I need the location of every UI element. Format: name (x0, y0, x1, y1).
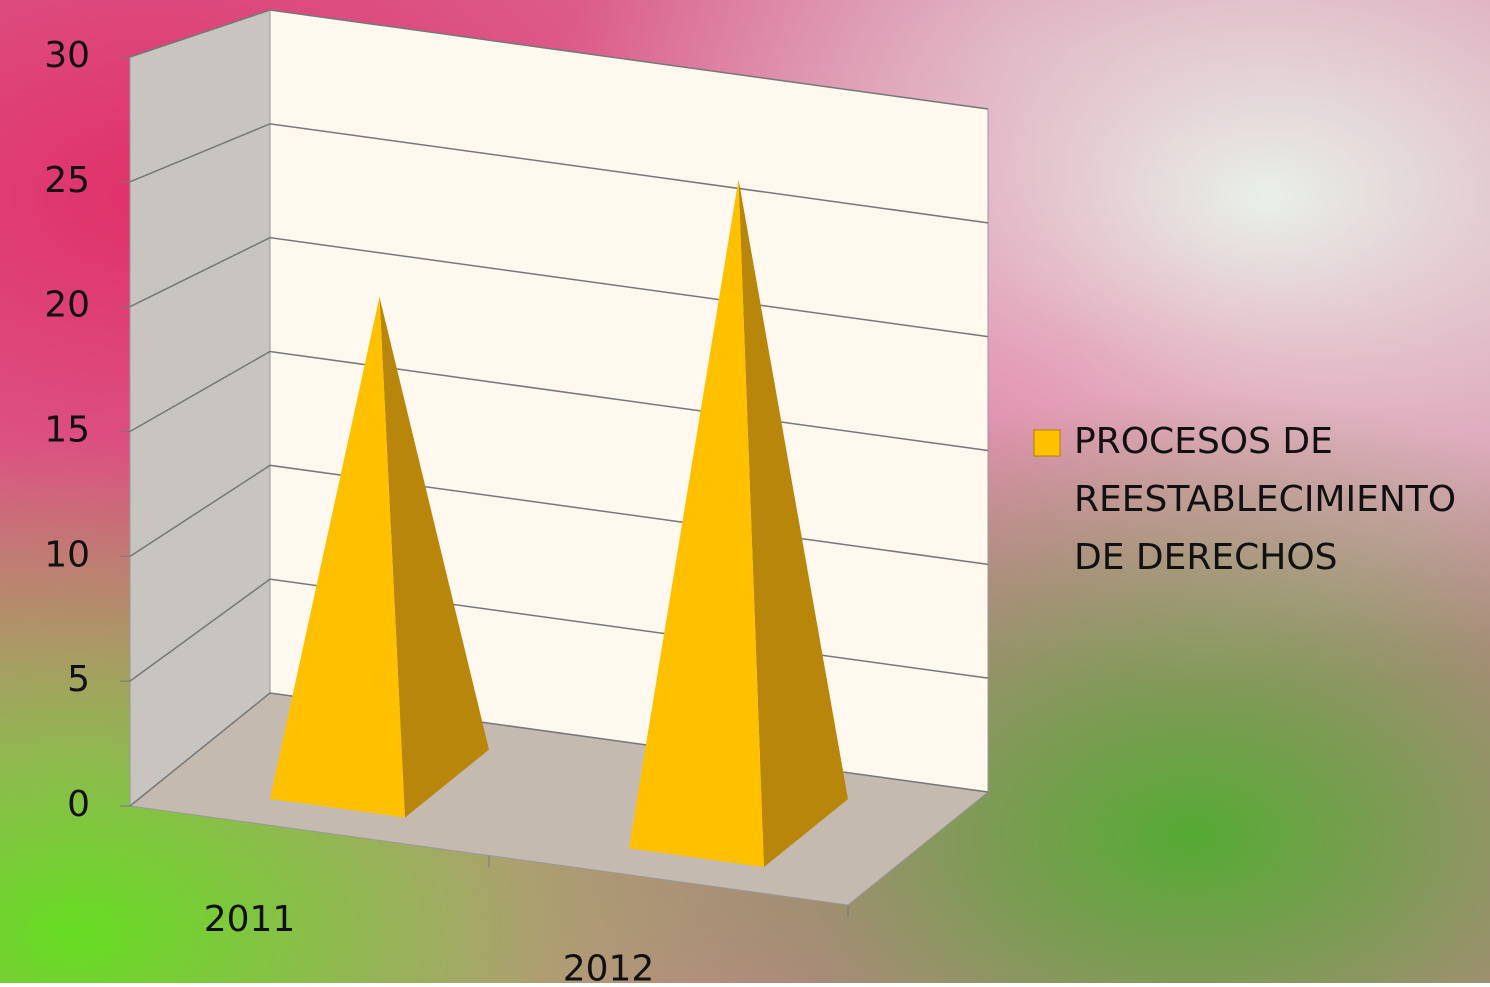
legend-swatch (1033, 429, 1061, 457)
plot-area: 0 5 10 15 20 25 30 2011 2012 (44, 9, 990, 987)
grid-line (129, 9, 989, 110)
y-tick-label: 5 (67, 659, 90, 700)
grid-line (129, 123, 989, 224)
y-tick-label: 30 (44, 35, 90, 76)
pyramid (270, 296, 489, 818)
pyramid-front (629, 179, 764, 867)
pyramid (629, 179, 848, 867)
y-tick-label: 15 (44, 410, 90, 451)
pyramid-side (738, 179, 848, 867)
y-tick-label: 25 (44, 160, 90, 201)
pyramid-front (270, 296, 405, 818)
pyramid-side (379, 296, 489, 818)
legend-line: PROCESOS DE (1074, 421, 1333, 462)
y-tick-label: 20 (44, 285, 90, 326)
legend-line: DE DERECHOS (1074, 537, 1338, 578)
legend-label: PROCESOS DE REESTABLECIMIENTO DE DERECHOS (1074, 421, 1456, 578)
x-tick-label: 2012 (563, 948, 655, 983)
legend-line: REESTABLECIMIENTO (1074, 479, 1456, 520)
y-tick-label: 10 (44, 534, 90, 575)
side-wall (129, 9, 271, 808)
y-tick-label: 0 (67, 784, 90, 825)
x-tick-label: 2011 (204, 899, 296, 940)
